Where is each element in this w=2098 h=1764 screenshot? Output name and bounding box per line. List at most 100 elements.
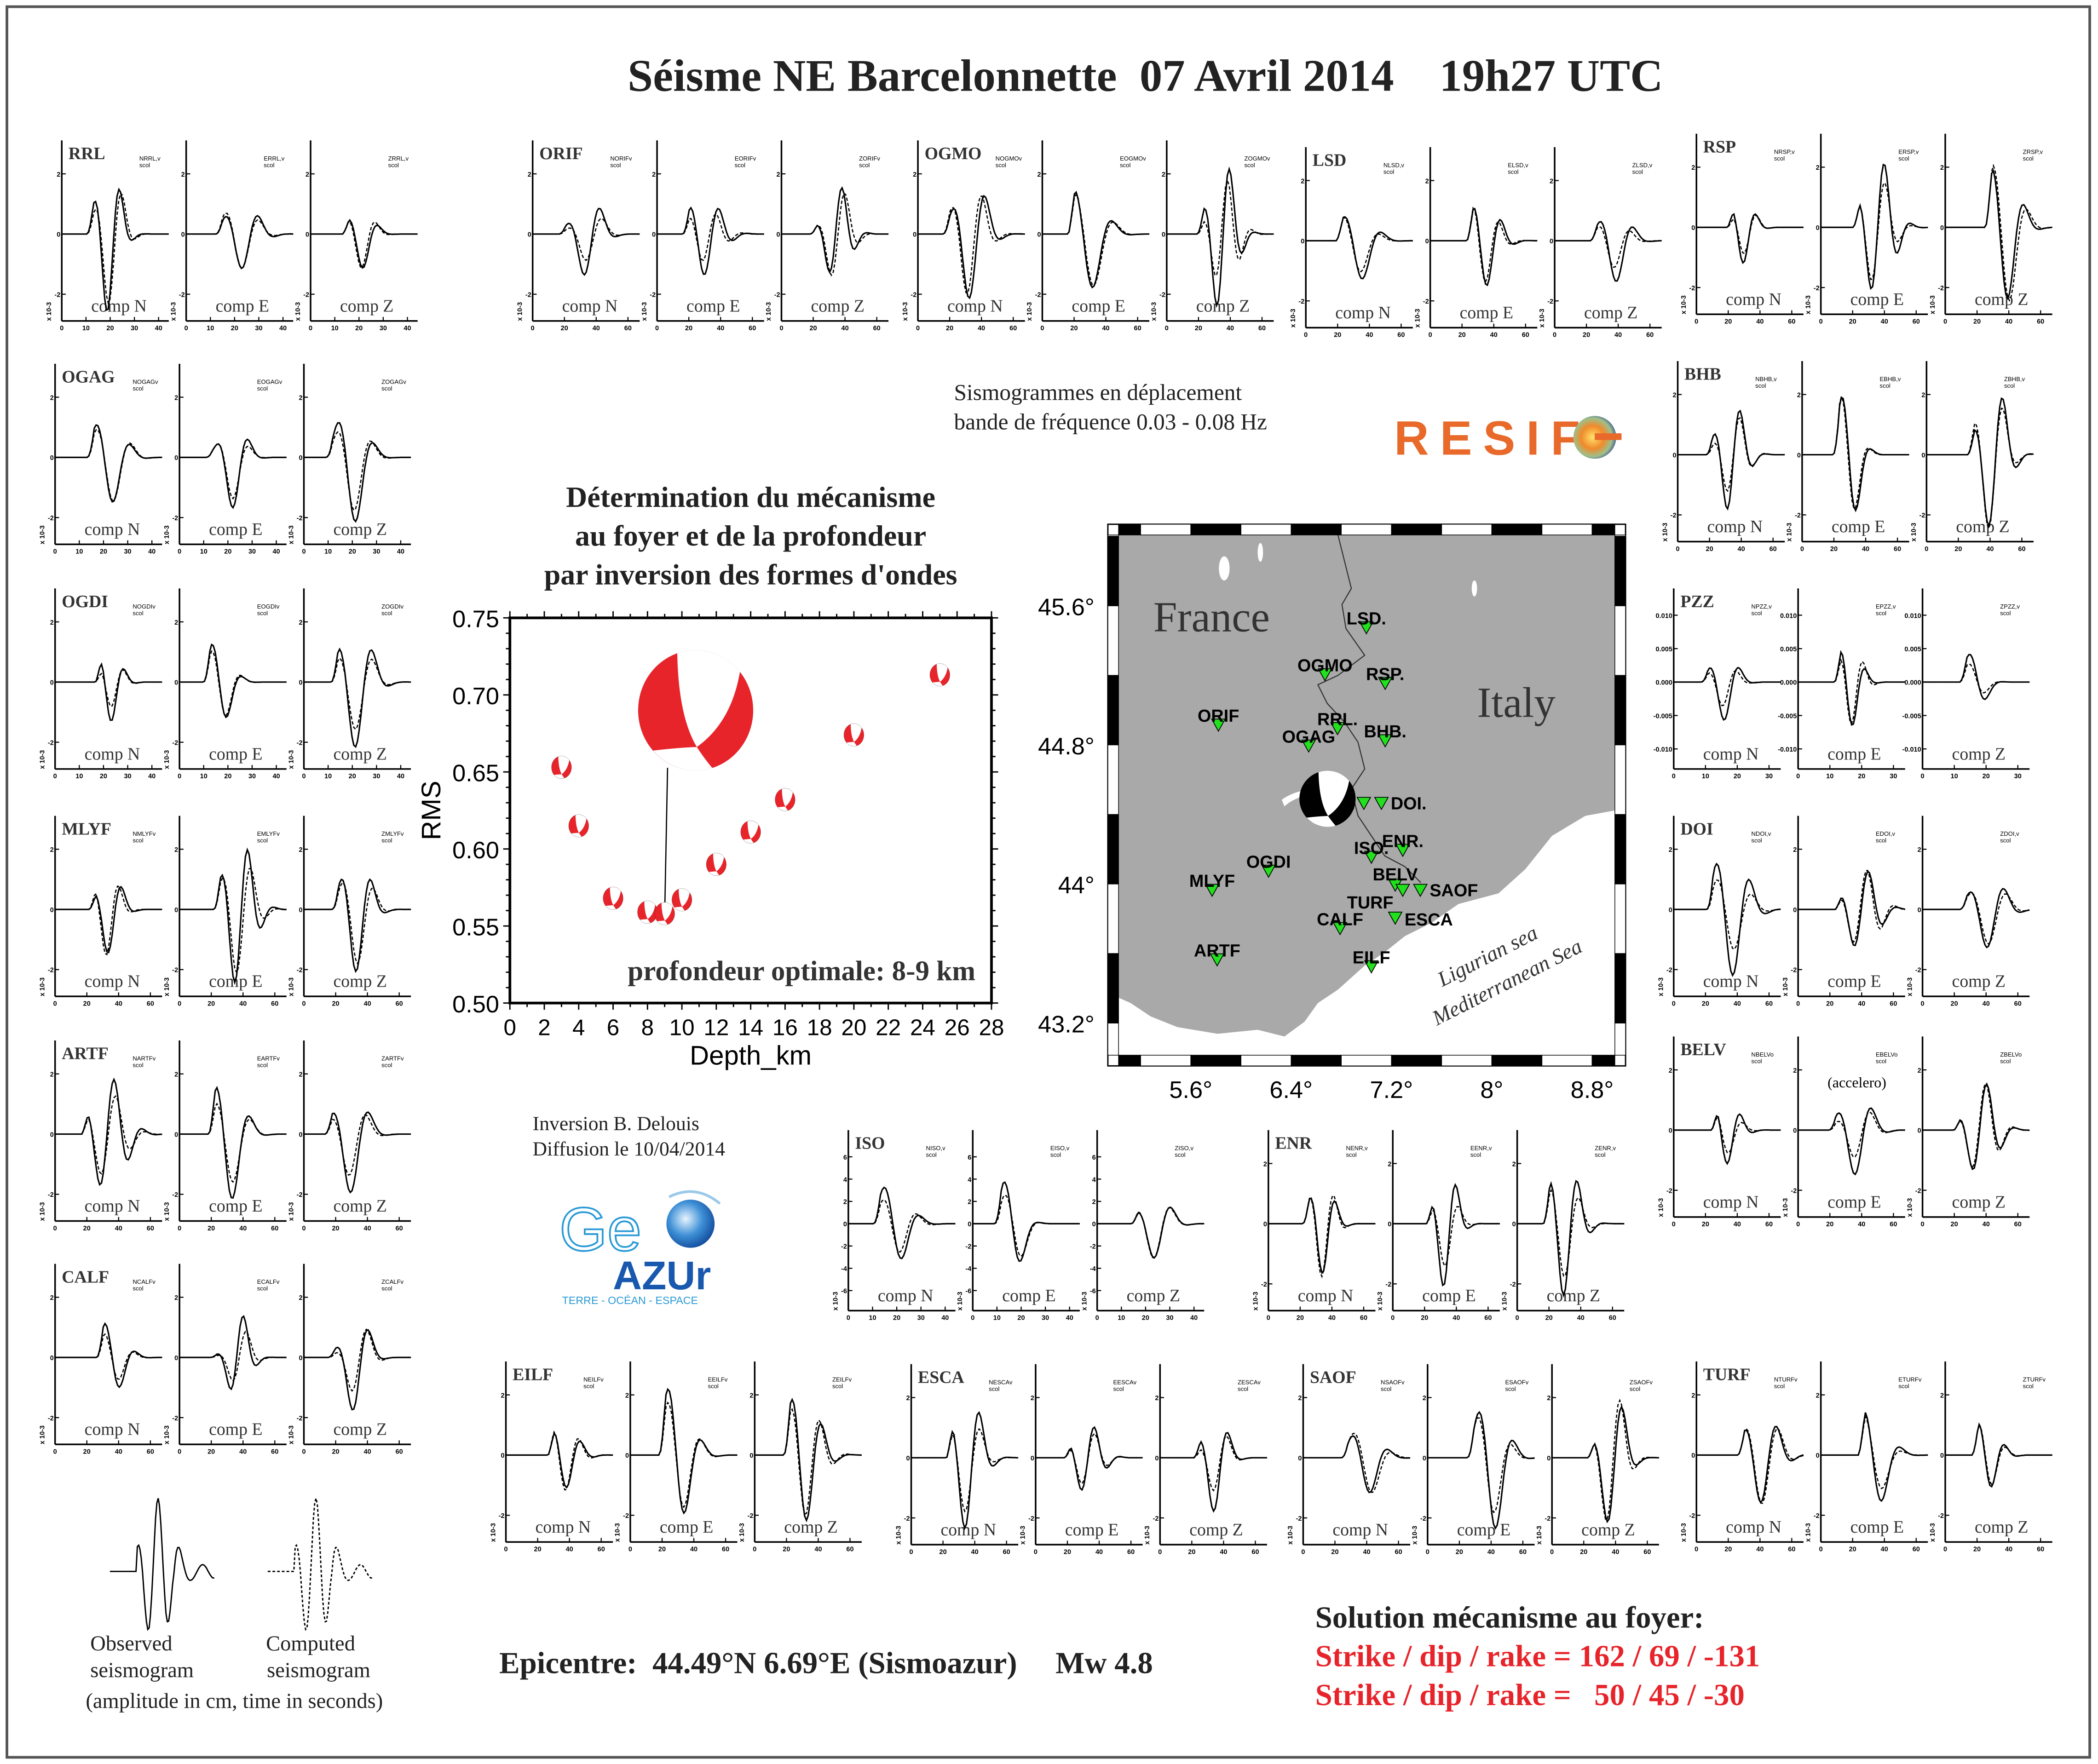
comp-label: comp N [878,1286,934,1305]
y-tick-label: 2 [174,1294,178,1302]
x-tick-label: 30 [2014,773,2022,780]
y-tick-label: 0 [1298,1455,1302,1462]
data-point-beachball [741,821,761,844]
y-tick-label: 2 [1816,164,1820,172]
x-tick-label: 20 [83,1225,91,1232]
comp-label: comp Z [333,972,386,991]
scale-label: scol [996,161,1006,168]
x-tick-label: 0 [1426,1549,1429,1556]
y-tick-label: 0 [1691,1452,1695,1459]
observed-trace [179,1086,287,1199]
x-tick-label: 20 [1334,332,1341,339]
resif-logo-bar [1595,433,1622,440]
observed-trace [1673,862,1781,977]
x-tick-label: 30 [917,1315,925,1322]
scale-label: scol [1381,1385,1391,1392]
y-tick-label: 2 [1793,846,1797,854]
x-tick-label: 60 [598,1546,605,1553]
station-label: BHB. [1364,722,1406,741]
observed-trace [304,878,411,973]
x-tick-label: 60 [722,1546,729,1553]
x-tick-label: 60 [1522,332,1529,339]
y-tick-label: -2 [1666,1187,1672,1195]
y-tick-label: 2 [1691,164,1695,172]
y-tick-label: 2 [50,619,54,626]
y-tick-label: -2 [623,1512,629,1520]
y-tick-label: -2 [1671,512,1677,519]
x-tick-label: 60 [1395,1549,1402,1556]
station-label: OGMO [1297,656,1353,676]
dilatation-quadrant [610,887,621,905]
lake [1257,543,1263,562]
x-tick-label: 10 [331,325,339,332]
x-tick-label: 20 [685,325,692,332]
lake [1219,556,1230,580]
y-tick-label: 2 [1162,171,1165,178]
observed-trace [1821,1412,1928,1502]
exponent-label: x 10-3 [1906,1198,1914,1217]
station-triangle-icon [1395,884,1410,897]
observed-trace [304,1111,411,1194]
comp-label: comp Z [784,1517,837,1537]
y-tick-label: 0 [1673,452,1677,459]
exponent-label: x 10-3 [288,525,295,544]
beachball-outline [672,889,692,911]
trace-label: NENR,v [1346,1144,1368,1151]
comp-label: comp N [1703,1192,1759,1212]
x-tick-label: 60 [873,325,881,332]
exponent-label: x 10-3 [738,1523,746,1542]
x-tick-label: 4 [572,1015,585,1040]
observed-trace [1945,1422,2052,1488]
trace-label: ZRRL,v [388,155,409,162]
y-tick-label: -2 [54,291,60,299]
computed-label-1: Computed [266,1632,355,1655]
epicentre-mechanism [1299,770,1355,827]
x-tick-label: 20 [83,1448,91,1455]
y-tick-label: 0 [913,231,916,239]
geoazur-logo-top: Ge [559,1195,641,1264]
exponent-label: x 10-3 [902,302,909,321]
x-tick-label: 0 [847,1315,850,1322]
y-axis-label: RMS [416,781,446,840]
x-tick-label: 0 [1095,1315,1099,1322]
y-tick-label: 2 [299,394,303,402]
y-tick-label: 2 [913,171,916,178]
map-station-bhb: BHB. [1364,722,1406,748]
units-label: (amplitude in cm, time in seconds) [86,1689,383,1713]
y-tick-label: 0.70 [452,683,499,710]
observed-trace [55,885,162,954]
filter-line-1: Sismogrammes en déplacement [954,379,1242,405]
scale-label: scol [257,1062,268,1069]
frame-segment [1341,524,1392,535]
y-tick-label: 0 [749,1452,753,1459]
scale-label: scol [133,837,143,844]
trace-label: NOGAGv [133,378,158,385]
y-tick-label: -2 [1090,1243,1096,1251]
y-tick-label: 0 [1918,1127,1921,1135]
x-tick-label: 30 [124,548,131,556]
comp-label: comp E [1460,303,1513,322]
y-tick-label: 2 [1816,1392,1820,1399]
y-tick-label: 0 [1918,907,1921,914]
exponent-label: x 10-3 [288,1202,295,1221]
x-tick-label: 0 [1676,546,1679,553]
trace-label: EORIFv [735,155,756,162]
scale-label: scol [610,161,621,168]
observed-trace [1922,1082,2030,1171]
y-tick-label: 0.65 [452,760,499,787]
seismogram-panel-pzz-z: 0.010 0.005 0.000 -0.005 -0.010 0 10 20 30 ZPZZ,v… [1902,588,2030,780]
x-tick-label: 20 [1954,546,1962,553]
station-label: ESCA [1405,910,1453,930]
frame-segment [1140,1055,1191,1067]
comp-label: comp E [1850,1517,1904,1537]
y-tick-label: 0 [174,679,178,687]
y-tick-label: 2 [1940,1392,1944,1399]
trace-label: NSAOFv [1381,1379,1405,1385]
observed-trace [1393,1183,1500,1287]
